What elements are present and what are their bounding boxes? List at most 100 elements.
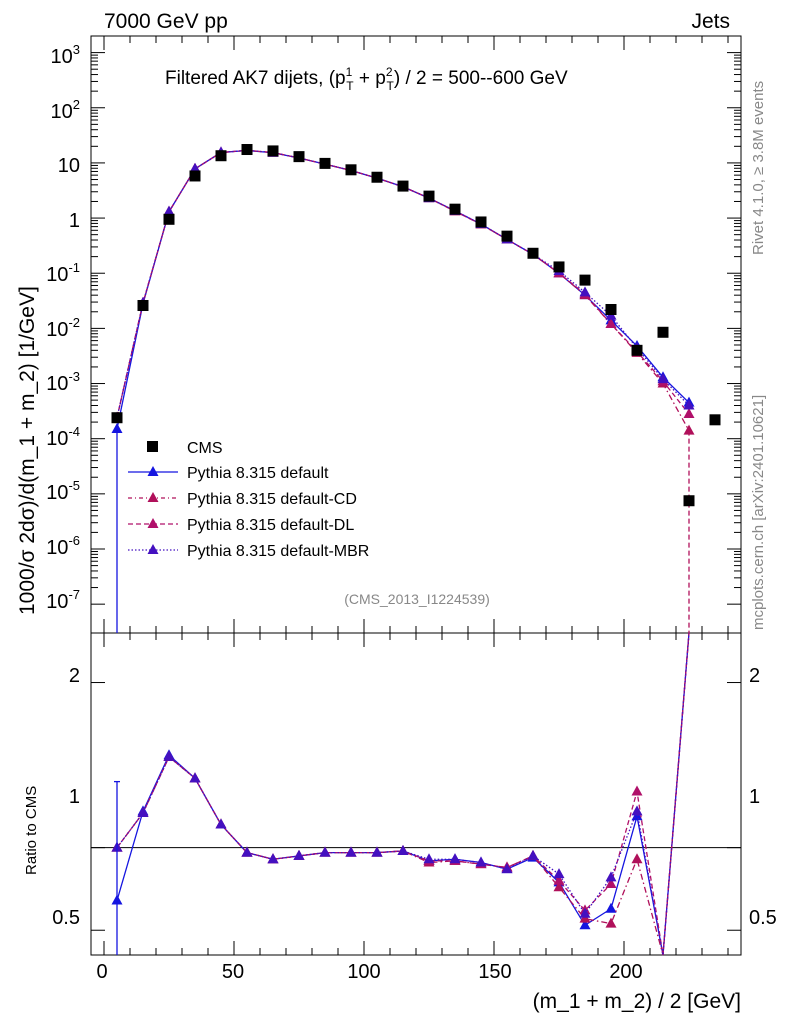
data-point <box>189 170 201 182</box>
data-point <box>371 171 383 183</box>
x-tick-labels: 0 50 100 150 200 <box>96 961 642 983</box>
data-point <box>137 299 149 311</box>
ratio-point-cd <box>553 881 565 892</box>
legend-marker-mbr <box>147 544 159 554</box>
series-point-default <box>111 422 123 433</box>
axis-ticks <box>91 35 741 955</box>
data-point <box>397 180 409 192</box>
data-point <box>475 216 487 228</box>
ratio-tick-label-1: 1 <box>69 786 80 808</box>
mcplots-label: mcplots.cern.ch [arXiv:2401.10621] <box>750 395 767 630</box>
series-point-mbr <box>163 205 175 216</box>
ratio-point-mbr <box>319 846 331 857</box>
y-tick-label-1e2: 102 <box>51 97 80 123</box>
main-title: Filtered AK7 dijets, (p1 T + p2 T) / 2 = 5… <box>165 65 568 93</box>
main-y-axis-label: 1000/σ 2dσ)/d(m_1 + m_2) [1/GeV] <box>16 286 39 615</box>
main-y-tick-labels: 103 102 10 1 10-1 10-2 10-3 10-4 10-5 10… <box>46 42 80 613</box>
ratio-point-mbr <box>345 846 357 857</box>
x-tick-label-100: 100 <box>347 961 380 983</box>
data-point <box>423 190 435 202</box>
legend-marker-dl <box>147 518 159 528</box>
ratio-frame <box>90 632 742 956</box>
y-tick-label-1em6: 10-6 <box>46 533 80 559</box>
data-point <box>215 150 227 162</box>
ratio-point-mbr <box>163 750 175 761</box>
ratio-line-cd <box>116 632 690 956</box>
ratio-line-mbr <box>116 632 690 956</box>
ratio-point-dl <box>605 877 617 888</box>
y-tick-label-1em3: 10-3 <box>46 369 80 395</box>
ratio-point-mbr <box>397 844 409 855</box>
ratio-point-mbr <box>423 853 435 864</box>
series-point-mbr <box>579 286 591 297</box>
legend-label-cd: Pythia 8.315 default-CD <box>187 491 357 508</box>
data-point <box>527 247 539 259</box>
data-point <box>709 414 721 426</box>
legend-label-mbr: Pythia 8.315 default-MBR <box>187 543 369 560</box>
ratio-y-axis-label: Ratio to CMS <box>23 786 40 875</box>
series-point-dl <box>683 408 695 419</box>
ratio-point-mbr <box>137 806 149 817</box>
y-tick-label-1em1: 10-1 <box>46 260 80 286</box>
y-tick-label-1em5: 10-5 <box>46 478 80 504</box>
data-point <box>267 145 279 157</box>
data-point <box>241 144 253 156</box>
ratio-tick-label-right-2: 2 <box>749 665 760 687</box>
legend: CMS Pythia 8.315 default Pythia 8.315 de… <box>128 440 369 560</box>
series-point-mbr <box>683 399 695 410</box>
ratio-point-mbr <box>371 846 383 857</box>
x-tick-label-50: 50 <box>222 961 244 983</box>
ratio-point-mbr <box>215 818 227 829</box>
ratio-line-dl <box>116 632 690 956</box>
legend-label-default: Pythia 8.315 default <box>187 465 329 482</box>
data-point <box>579 274 591 286</box>
ratio-point-mbr <box>267 853 279 864</box>
ratio-point-mbr <box>579 907 591 918</box>
ratio-point-mbr <box>449 853 461 864</box>
ratio-point-mbr <box>293 849 305 860</box>
x-tick-label-150: 150 <box>478 961 511 983</box>
ratio-y-tick-labels-right: 2 1 0.5 <box>749 665 777 929</box>
main-plot-area <box>111 144 721 633</box>
ratio-point-mbr <box>475 856 487 867</box>
ratio-tick-label-2: 2 <box>69 665 80 687</box>
legend-label-dl: Pythia 8.315 default-DL <box>187 517 354 534</box>
ratio-point-default <box>605 902 617 913</box>
ratio-point-mbr <box>605 871 617 882</box>
ratio-tick-label-right-1: 1 <box>749 786 760 808</box>
y-tick-label-1em2: 10-2 <box>46 315 80 341</box>
data-point <box>319 157 331 169</box>
ratio-plot-area <box>111 632 690 956</box>
x-axis-label: (m_1 + m_2) / 2 [GeV] <box>533 990 741 1013</box>
y-tick-label-1e3: 103 <box>51 42 80 68</box>
x-tick-label-0: 0 <box>96 961 107 983</box>
ratio-point-dl <box>553 874 565 885</box>
data-point <box>501 230 513 242</box>
data-point <box>683 495 695 507</box>
y-tick-label-1em4: 10-4 <box>46 424 80 450</box>
data-point <box>553 261 565 273</box>
data-point <box>163 213 175 225</box>
x-tick-label-200: 200 <box>609 961 642 983</box>
ratio-tick-label-0.5: 0.5 <box>52 907 80 929</box>
ratio-point-mbr <box>501 863 513 874</box>
legend-marker-cd <box>147 492 159 502</box>
ratio-point-mbr <box>527 849 539 860</box>
data-point <box>605 303 617 315</box>
data-point <box>657 326 669 338</box>
y-tick-label-1e1: 10 <box>58 155 80 177</box>
data-point <box>111 412 123 424</box>
ratio-point-cd <box>631 853 643 864</box>
series-point-cd <box>683 424 695 435</box>
y-tick-label-1e0: 1 <box>69 210 80 232</box>
ratio-tick-label-right-0.5: 0.5 <box>749 907 777 929</box>
series-line-default <box>116 149 690 430</box>
data-point <box>293 151 305 163</box>
y-tick-label-1em7: 10-7 <box>46 587 80 613</box>
series-point-mbr <box>657 373 669 384</box>
rivet-version-label: Rivet 4.1.0, ≥ 3.8M events <box>750 81 767 255</box>
series-line-cd <box>116 149 690 431</box>
data-point <box>449 203 461 215</box>
ratio-point-mbr <box>631 805 643 816</box>
